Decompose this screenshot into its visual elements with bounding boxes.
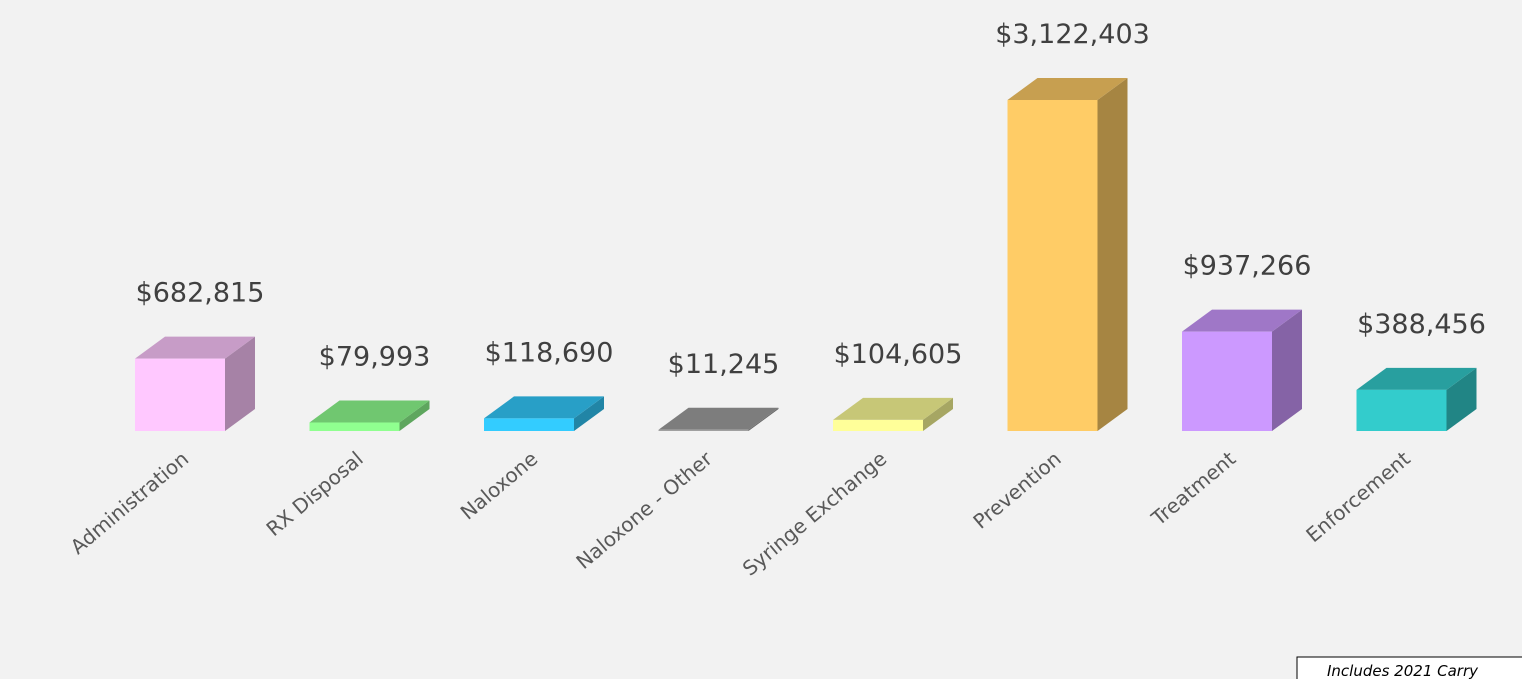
bar-top <box>1007 78 1128 100</box>
bar-side <box>225 336 255 431</box>
bar-side <box>574 396 604 431</box>
bar <box>1356 389 1447 431</box>
bar-top <box>135 336 255 359</box>
value-label: $118,690 <box>485 337 614 368</box>
bar <box>658 429 749 431</box>
bar <box>1007 100 1098 431</box>
value-label: $11,245 <box>668 349 780 380</box>
annotation-box <box>1296 656 1522 679</box>
bar <box>135 358 225 431</box>
bar-side <box>399 400 430 431</box>
bar-side <box>748 407 779 431</box>
value-label: $388,456 <box>1357 309 1486 340</box>
bar <box>309 422 400 431</box>
bar <box>1182 331 1272 431</box>
bar-side <box>1446 367 1477 431</box>
value-label: $3,122,403 <box>995 19 1150 50</box>
bar-top <box>1356 367 1477 390</box>
bar-top <box>484 396 604 419</box>
bar <box>833 419 923 431</box>
bar-top <box>1182 309 1302 332</box>
value-label: $682,815 <box>136 278 265 309</box>
bar-side <box>1097 78 1128 431</box>
bar <box>484 418 574 431</box>
bar-top <box>658 407 779 430</box>
annotation: Includes 2021 Carry <box>1327 662 1479 679</box>
bar-top <box>833 397 953 420</box>
value-label: $104,605 <box>834 339 963 370</box>
value-label: $79,993 <box>319 342 431 373</box>
bar-top <box>309 400 430 423</box>
bar-side <box>1272 309 1302 431</box>
bar-side <box>923 397 953 431</box>
value-label: $937,266 <box>1183 251 1312 282</box>
